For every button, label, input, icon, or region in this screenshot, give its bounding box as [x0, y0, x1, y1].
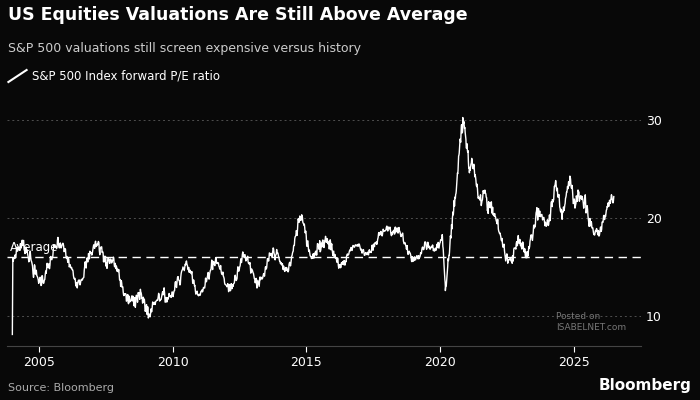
Text: Bloomberg: Bloomberg: [598, 378, 692, 393]
Text: Average: Average: [10, 242, 58, 254]
Text: US Equities Valuations Are Still Above Average: US Equities Valuations Are Still Above A…: [8, 6, 468, 24]
Text: S&P 500 Index forward P/E ratio: S&P 500 Index forward P/E ratio: [32, 70, 220, 82]
Text: Source: Bloomberg: Source: Bloomberg: [8, 383, 114, 393]
Text: S&P 500 valuations still screen expensive versus history: S&P 500 valuations still screen expensiv…: [8, 42, 361, 55]
Text: Posted on
ISABELNET.com: Posted on ISABELNET.com: [556, 312, 626, 332]
